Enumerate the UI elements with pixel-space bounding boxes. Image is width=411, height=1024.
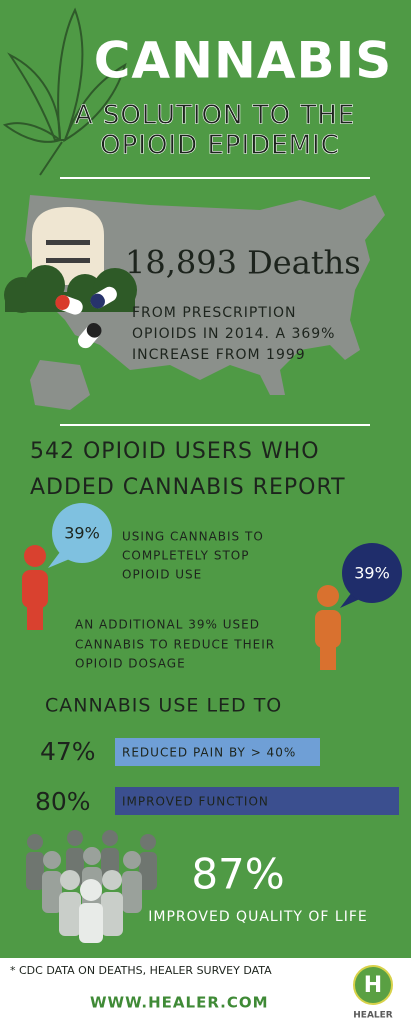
bubble-text: 39% — [354, 564, 390, 583]
pill — [90, 286, 117, 309]
outcome-bar — [115, 787, 399, 815]
person-icon — [315, 585, 341, 670]
tombstone-line — [46, 258, 90, 263]
stat-line: USING CANNABIS TO — [122, 530, 264, 544]
crowd-icon — [26, 830, 157, 943]
deaths-line: FROM PRESCRIPTION — [132, 305, 296, 321]
bubble-text: 39% — [64, 524, 100, 543]
person-icon — [22, 545, 48, 630]
tombstone — [32, 207, 104, 285]
speech-bubble — [52, 503, 112, 563]
tombstone-line — [46, 240, 90, 245]
deaths-line: OPIOIDS IN 2014. A 369% — [132, 326, 336, 342]
outcome-percent: 80% — [35, 787, 91, 816]
leaf-icon — [2, 7, 127, 176]
us-map — [25, 195, 385, 395]
stat-line: OPIOID USE — [122, 568, 202, 582]
stat-line: OPIOID DOSAGE — [75, 657, 186, 671]
subtitle-line: A SOLUTION TO THE — [75, 101, 355, 131]
subtitle-line: OPIOID EPIDEMIC — [100, 131, 340, 161]
stat-line: COMPLETELY STOP — [122, 549, 249, 563]
footer-note: * CDC DATA ON DEATHS, HEALER SURVEY DATA — [10, 964, 272, 977]
quality-label: IMPROVED QUALITY OF LIFE — [148, 909, 367, 925]
deaths-headline: 18,893 Deaths — [125, 244, 361, 282]
outcome-percent: 47% — [40, 737, 96, 766]
logo-letter: H — [364, 973, 382, 998]
outcome-label: IMPROVED FUNCTION — [122, 795, 269, 809]
outcome-label: REDUCED PAIN BY > 40% — [122, 746, 296, 760]
footer-background — [0, 958, 411, 1024]
pill — [77, 322, 102, 349]
outcome-bar — [115, 738, 320, 766]
alaska — [30, 360, 90, 410]
outcomes-heading: CANNABIS USE LED TO — [45, 695, 282, 717]
footer-url[interactable]: WWW.HEALER.COM — [90, 994, 269, 1012]
stat-line: AN ADDITIONAL 39% USED — [75, 618, 260, 632]
quality-percent: 87% — [191, 850, 284, 899]
speech-bubble — [342, 543, 402, 603]
logo — [353, 965, 393, 1005]
logo-name: HEALER — [353, 1011, 393, 1021]
title: CANNABIS — [94, 32, 393, 90]
report-heading: 542 OPIOID USERS WHO — [30, 439, 320, 464]
deaths-line: INCREASE FROM 1999 — [132, 347, 306, 363]
pill — [55, 295, 83, 315]
report-heading: ADDED CANNABIS REPORT — [30, 475, 346, 500]
stat-line: CANNABIS TO REDUCE THEIR — [75, 638, 275, 652]
